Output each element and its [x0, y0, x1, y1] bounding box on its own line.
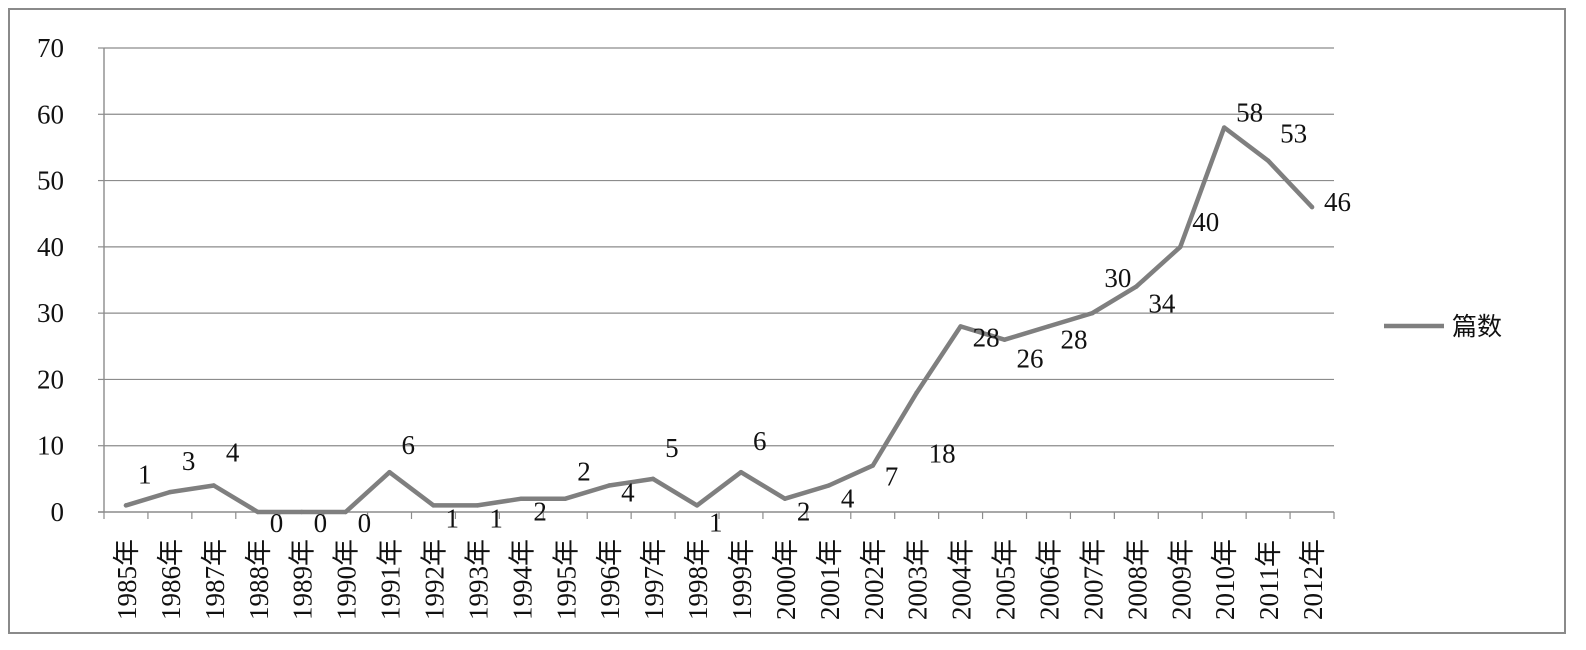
y-tick-label: 0	[51, 497, 65, 527]
data-point	[1265, 158, 1271, 163]
data-label: 58	[1236, 98, 1263, 128]
data-point	[782, 496, 788, 501]
data-label: 2	[577, 457, 591, 487]
data-label: 1	[138, 459, 152, 489]
x-tick-label: 2011年	[1254, 540, 1284, 620]
x-tick-label: 1985年	[112, 539, 142, 620]
data-point	[606, 483, 612, 488]
data-label: 6	[402, 430, 416, 460]
x-tick-label: 2009年	[1166, 539, 1196, 620]
y-tick-label: 70	[37, 33, 64, 63]
data-label: 0	[270, 508, 284, 538]
data-point	[563, 496, 568, 501]
y-tick-label: 40	[37, 232, 64, 262]
data-label: 0	[358, 508, 372, 538]
x-tick-label: 1995年	[551, 539, 581, 620]
x-tick-label: 1996年	[595, 539, 625, 620]
data-label: 46	[1324, 187, 1351, 217]
x-tick-label: 1993年	[463, 539, 493, 620]
x-tick-label: 2002年	[859, 539, 889, 620]
data-point	[914, 390, 919, 395]
data-label: 5	[665, 433, 679, 463]
x-tick-label: 1998年	[683, 539, 713, 620]
x-tick-label: 2003年	[903, 539, 933, 620]
x-tick-label: 2010年	[1210, 539, 1240, 620]
data-point	[1309, 204, 1315, 210]
x-tick-label: 2000年	[771, 539, 801, 620]
data-point	[475, 503, 480, 508]
data-point	[650, 476, 656, 482]
data-label: 26	[1017, 344, 1044, 374]
x-tick-label: 2012年	[1298, 539, 1328, 620]
x-tick-label: 1986年	[156, 539, 186, 620]
data-point	[343, 509, 348, 515]
data-point	[1090, 310, 1095, 316]
data-point	[958, 324, 963, 329]
data-point	[167, 489, 173, 495]
data-label: 1	[489, 503, 503, 533]
data-label: 4	[226, 437, 240, 467]
x-tick-label: 1992年	[419, 539, 449, 620]
data-point	[826, 483, 832, 488]
data-point	[1046, 324, 1051, 329]
chart-frame	[8, 8, 1566, 634]
x-tick-label: 1994年	[507, 539, 537, 620]
data-point	[387, 470, 392, 475]
data-point	[519, 496, 524, 501]
x-tick-label: 1991年	[376, 539, 406, 620]
data-label: 30	[1104, 263, 1131, 293]
data-label: 34	[1148, 289, 1176, 319]
data-point	[431, 503, 436, 508]
data-point	[870, 463, 875, 468]
data-label: 4	[841, 483, 855, 513]
y-tick-label: 60	[37, 99, 64, 129]
data-point	[255, 509, 260, 515]
data-label: 2	[533, 497, 547, 527]
x-tick-label: 1988年	[244, 539, 274, 620]
x-tick-label: 2004年	[947, 539, 977, 620]
data-point	[299, 509, 304, 515]
series-line-pianshu	[123, 125, 1315, 515]
x-tick-label: 2007年	[1078, 539, 1108, 620]
data-label: 18	[929, 439, 956, 469]
data-label: 1	[709, 507, 723, 537]
data-label: 28	[973, 322, 1000, 352]
data-point	[123, 503, 129, 508]
x-tick-label: 2006年	[1034, 539, 1064, 620]
x-tick-label: 2008年	[1122, 539, 1152, 620]
x-tick-label: 1999年	[727, 539, 757, 620]
data-label: 28	[1060, 324, 1087, 354]
legend-label: 篇数	[1452, 312, 1502, 341]
data-label: 6	[753, 426, 767, 456]
data-label: 3	[182, 446, 196, 476]
y-tick-label: 20	[37, 364, 64, 394]
x-tick-label: 1987年	[200, 539, 230, 620]
x-tick-label: 1990年	[332, 539, 362, 620]
x-tick-label: 1989年	[288, 539, 318, 620]
data-point	[694, 503, 700, 508]
data-label: 2	[797, 497, 811, 527]
data-point	[211, 483, 217, 488]
data-point	[1134, 284, 1139, 289]
x-tick-label: 1997年	[639, 539, 669, 620]
data-point	[738, 470, 744, 475]
data-label: 40	[1192, 207, 1219, 237]
data-label: 1	[445, 503, 459, 533]
y-tick-label: 30	[37, 298, 64, 328]
data-label: 7	[885, 462, 899, 492]
x-tick-label: 2005年	[991, 539, 1021, 620]
y-tick-label: 10	[37, 431, 64, 461]
data-point	[1002, 337, 1007, 342]
x-tick-label: 2001年	[815, 539, 845, 620]
y-tick-label: 50	[37, 166, 64, 196]
data-label: 4	[621, 477, 635, 507]
data-point	[1178, 244, 1183, 250]
data-label: 0	[314, 508, 328, 538]
data-label: 53	[1280, 119, 1307, 149]
data-point	[1221, 125, 1227, 130]
